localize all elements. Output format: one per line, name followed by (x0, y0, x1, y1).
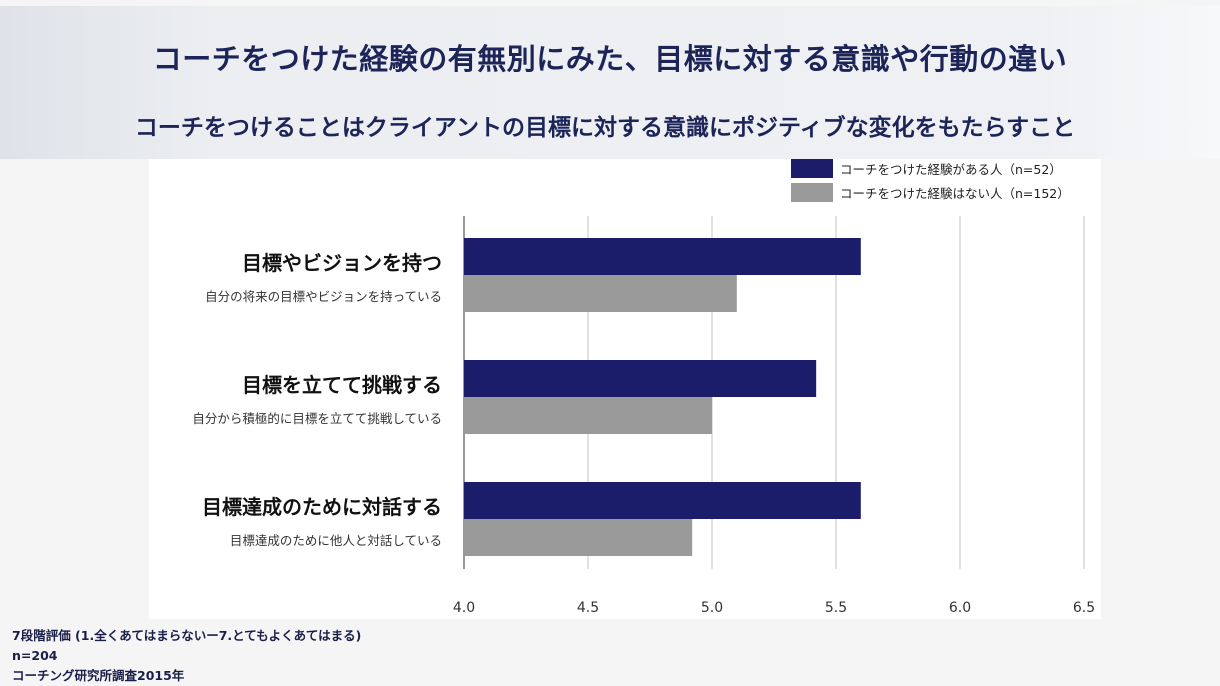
bar-without-coach (464, 397, 712, 434)
category-sublabel: 自分の将来の目標やビジョンを持っている (205, 289, 442, 304)
legend-label: コーチをつけた経験がある人（n=52） (840, 162, 1062, 177)
category-label: 目標やビジョンを持つ (242, 251, 442, 275)
page-subtitle: コーチをつけることはクライアントの目標に対する意識にポジティブな変化をもたらすこ… (134, 115, 1076, 141)
category-label: 目標を立てて挑戦する (242, 373, 442, 397)
bar-with-coach (464, 238, 861, 275)
header-banner: コーチをつけた経験の有無別にみた、目標に対する意識や行動の違い コーチをつけるこ… (0, 6, 1220, 159)
legend-label: コーチをつけた経験はない人（n=152） (840, 186, 1070, 201)
footnote-sample-size: n=204 (12, 648, 58, 663)
x-tick-label: 5.0 (701, 600, 723, 616)
category-sublabel: 目標達成のために他人と対話している (230, 533, 442, 548)
footnotes: 7段階評価 (1.全くあてはまらないー7.とてもよくあてはまる) n=204 コ… (12, 626, 361, 686)
x-tick-label: 4.0 (453, 600, 475, 616)
footnote-source: コーチング研究所調査2015年 (12, 668, 185, 683)
legend-swatch (791, 159, 833, 178)
x-tick-label: 5.5 (825, 600, 847, 616)
bar-without-coach (464, 519, 693, 556)
x-tick-label: 6.5 (1073, 600, 1095, 616)
category-sublabel: 自分から積極的に目標を立てて挑戦している (192, 411, 442, 426)
page-title: コーチをつけた経験の有無別にみた、目標に対する意識や行動の違い (152, 42, 1068, 76)
x-tick-label: 6.0 (949, 600, 971, 616)
category-label: 目標達成のために対話する (202, 495, 442, 519)
bar-with-coach (464, 482, 861, 519)
footnote-scale: 7段階評価 (1.全くあてはまらないー7.とてもよくあてはまる) (12, 628, 362, 643)
bar-with-coach (464, 360, 817, 397)
chart-panel: 4.0 4.5 5.0 5.5 6.0 6.5 目標やビジョンを持つ自分の将来の目標やビジョ… (149, 159, 1101, 619)
legend-swatch (791, 183, 833, 202)
bar-without-coach (464, 275, 737, 312)
bar-chart: 4.0 4.5 5.0 5.5 6.0 6.5 目標やビジョンを持つ自分の将来の目標やビジョ… (192, 159, 1095, 616)
x-tick-label: 4.5 (577, 600, 599, 616)
